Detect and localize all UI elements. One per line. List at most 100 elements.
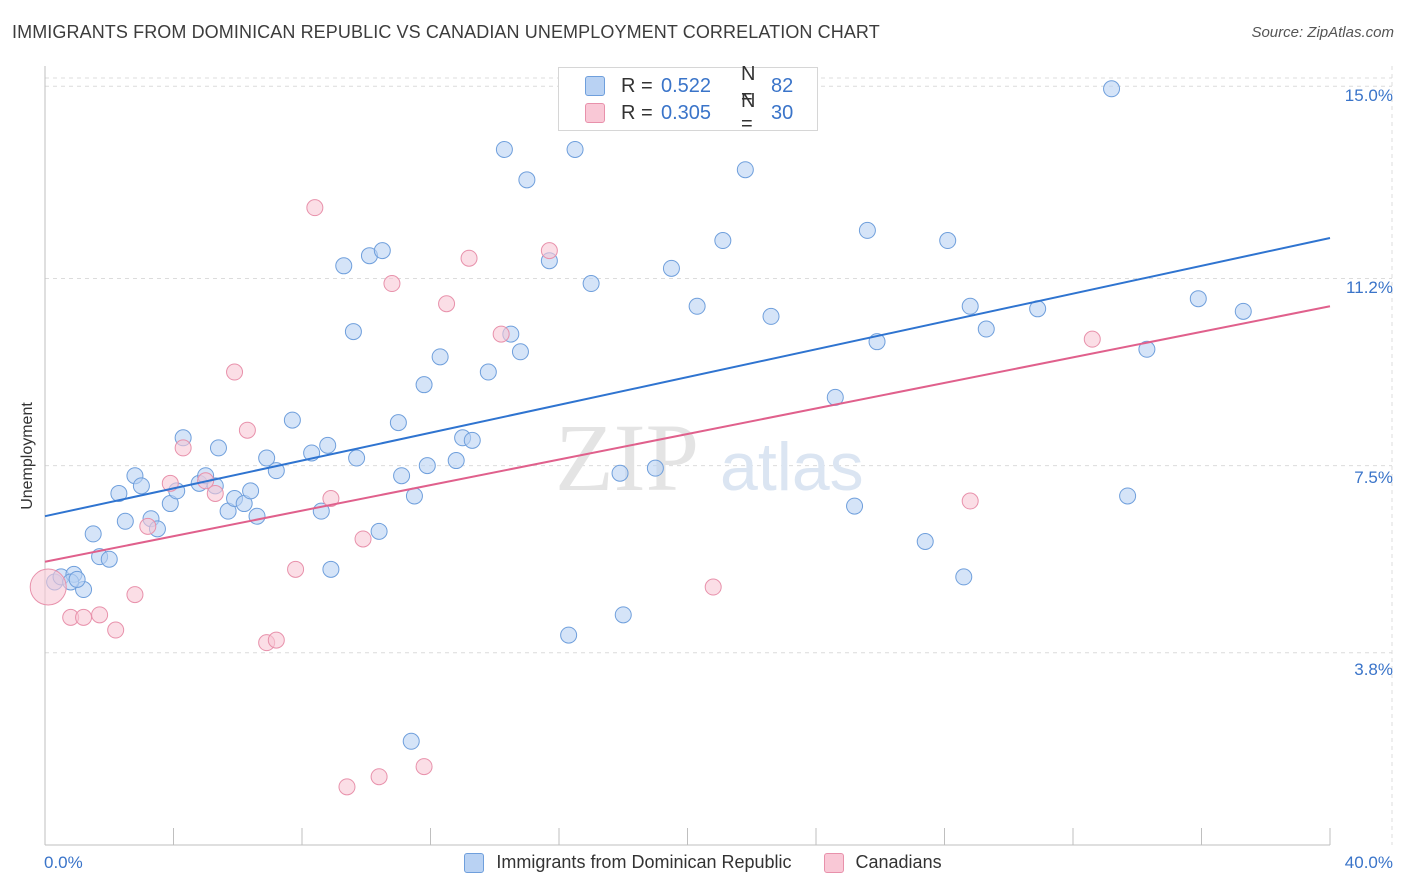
series-legend: Immigrants from Dominican Republic Canad… — [0, 852, 1406, 873]
point-dominican — [955, 568, 973, 586]
point-dominican — [1234, 302, 1252, 320]
y-tick-label: 11.2% — [1346, 278, 1393, 297]
legend-item-label: Immigrants from Dominican Republic — [496, 852, 792, 872]
point-canadians — [126, 586, 144, 604]
point-dominican — [415, 376, 433, 394]
trend-line-canadians — [44, 305, 1331, 563]
point-dominican — [389, 414, 407, 432]
point-dominican — [1119, 487, 1137, 505]
point-dominican — [110, 484, 128, 502]
point-dominican — [370, 522, 388, 540]
point-canadians — [370, 768, 388, 786]
point-dominican — [116, 512, 134, 530]
source-label: Source: ZipAtlas.com — [1251, 24, 1394, 41]
point-dominican — [431, 348, 449, 366]
point-dominican — [614, 606, 632, 624]
legend-r-label: R = — [621, 101, 653, 124]
point-dominican — [248, 507, 266, 525]
trend-lines — [44, 237, 1331, 563]
point-canadians — [961, 492, 979, 510]
point-dominican — [961, 297, 979, 315]
point-canadians — [29, 568, 67, 606]
point-dominican — [84, 525, 102, 543]
point-dominican — [335, 257, 353, 275]
point-canadians — [438, 295, 456, 313]
point-dominican — [463, 431, 481, 449]
point-dominican — [582, 275, 600, 293]
point-canadians — [91, 606, 109, 624]
point-canadians — [139, 517, 157, 535]
point-dominican — [479, 363, 497, 381]
point-canadians — [306, 199, 324, 217]
legend-r-label: R = — [621, 74, 653, 97]
point-canadians — [75, 608, 93, 626]
point-dominican — [939, 232, 957, 250]
legend-item-canadians: Canadians — [823, 852, 942, 873]
point-canadians — [1083, 330, 1101, 348]
legend-n-value: 30 — [771, 101, 794, 124]
legend-item-dominican: Immigrants from Dominican Republic — [464, 852, 792, 873]
point-canadians — [206, 484, 224, 502]
legend-n-value: 82 — [771, 74, 794, 97]
point-dominican — [688, 297, 706, 315]
point-dominican — [258, 449, 276, 467]
point-dominican — [283, 411, 301, 429]
legend-swatch-pink — [585, 103, 605, 123]
grid-lines — [45, 66, 1393, 845]
legend-row-blue: R = 0.522 N = 82 — [585, 63, 794, 108]
point-canadians — [238, 421, 256, 439]
y-tick-label: 7.5% — [1354, 468, 1393, 487]
point-dominican — [344, 323, 362, 341]
chart-title: IMMIGRANTS FROM DOMINICAN REPUBLIC VS CA… — [12, 22, 880, 42]
point-dominican — [762, 307, 780, 325]
point-dominican — [1138, 340, 1156, 358]
point-dominican — [560, 626, 578, 644]
point-canadians — [107, 621, 125, 639]
point-canadians — [704, 578, 722, 596]
point-canadians — [415, 758, 433, 776]
legend-r-value: 0.305 — [661, 101, 712, 124]
point-dominican — [393, 467, 411, 485]
point-dominican — [319, 436, 337, 454]
point-dominican — [242, 482, 260, 500]
legend-n-label: N = — [741, 90, 756, 135]
legend-swatch-blue — [585, 76, 605, 96]
point-dominican — [646, 459, 664, 477]
point-canadians — [322, 489, 340, 507]
point-canadians — [354, 530, 372, 548]
point-canadians — [226, 363, 244, 381]
point-dominican — [209, 439, 227, 457]
point-dominican — [846, 497, 864, 515]
x-tick-label: 40.0% — [1344, 853, 1393, 872]
point-dominican — [916, 532, 934, 550]
y-axis-label: Unemployment — [19, 402, 36, 510]
watermark-zip: ZIP — [555, 404, 699, 511]
trend-line-dominican — [44, 237, 1331, 518]
watermark-atlas: atlas — [720, 429, 864, 505]
point-dominican — [495, 140, 513, 158]
point-dominican — [402, 732, 420, 750]
y-tick-label: 15.0% — [1344, 86, 1393, 105]
point-dominican — [566, 140, 584, 158]
point-dominican — [100, 550, 118, 568]
point-canadians — [383, 275, 401, 293]
correlation-legend: R = 0.522 N = 82 R = 0.305 N = 30 — [558, 63, 818, 135]
watermark: ZIP atlas — [555, 404, 864, 511]
x-tick-label: 0.0% — [44, 853, 83, 872]
point-dominican — [373, 242, 391, 260]
legend-n-label: N = — [741, 63, 756, 108]
point-dominican — [511, 343, 529, 361]
y-tick-label: 3.8% — [1354, 660, 1393, 679]
point-dominican — [447, 452, 465, 470]
point-dominican — [1103, 80, 1121, 98]
point-canadians — [338, 778, 356, 796]
point-dominican — [977, 320, 995, 338]
point-dominican — [662, 259, 680, 277]
point-dominican — [132, 477, 150, 495]
series-pink-points — [29, 199, 1101, 796]
point-canadians — [492, 325, 510, 343]
legend-swatch-pink — [823, 852, 844, 873]
axes — [44, 66, 1331, 846]
point-dominican — [611, 464, 629, 482]
